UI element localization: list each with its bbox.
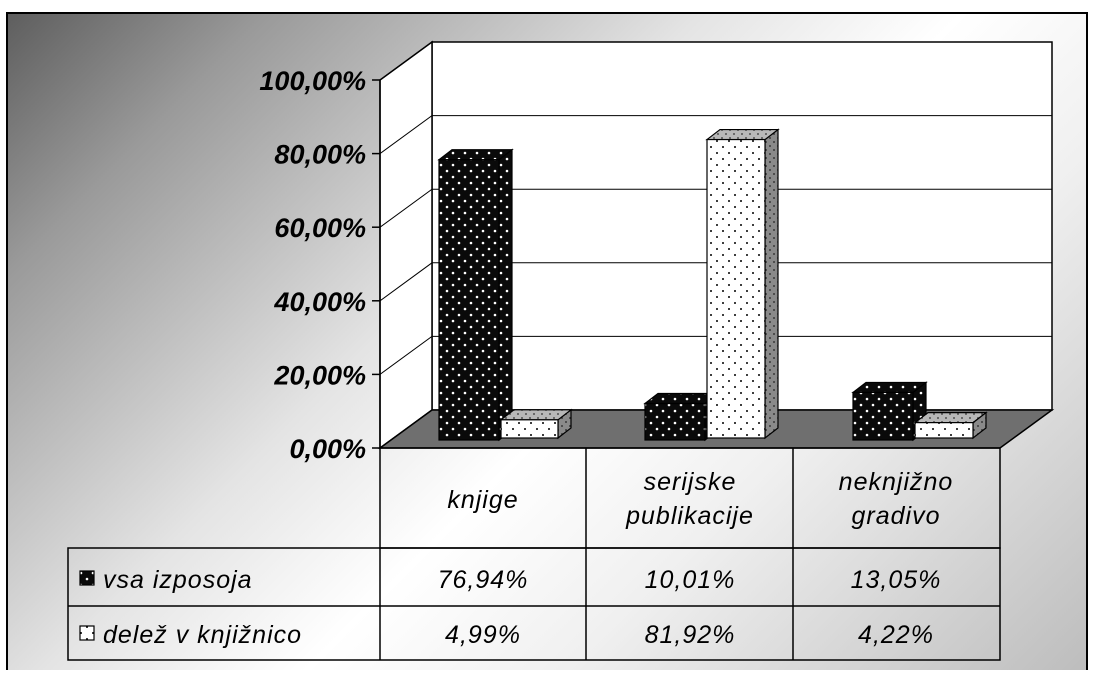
bar-front bbox=[500, 419, 559, 439]
data-label: 76,94% bbox=[438, 566, 529, 594]
data-table: knjige serijske publikacije neknjižno gradiv… bbox=[67, 447, 1001, 661]
category-label: gradivo bbox=[852, 502, 941, 530]
bar-front bbox=[438, 159, 500, 441]
category-label: publikacije bbox=[625, 502, 754, 530]
bar-light-2 bbox=[913, 411, 988, 440]
series-name: vsa izposoja bbox=[103, 566, 253, 594]
y-tick-label: 0,00% bbox=[289, 434, 366, 464]
category-label: neknjižno bbox=[839, 468, 954, 496]
table-body-box bbox=[67, 547, 1001, 661]
legend-key-dark bbox=[79, 570, 95, 586]
bar-side bbox=[498, 148, 513, 442]
data-label: 13,05% bbox=[851, 566, 942, 594]
bar-front bbox=[852, 391, 914, 441]
bar-front bbox=[914, 422, 974, 439]
gridline bbox=[379, 115, 1052, 155]
y-tick-label: 80,00% bbox=[274, 140, 366, 170]
bar-light-1 bbox=[705, 128, 780, 440]
bar-front bbox=[644, 402, 706, 441]
data-label: 4,99% bbox=[445, 621, 521, 649]
bar-dark-0 bbox=[437, 148, 514, 442]
y-tick-label: 60,00% bbox=[274, 213, 366, 243]
bar-top bbox=[437, 149, 514, 161]
gridline bbox=[379, 41, 1052, 81]
gridline bbox=[379, 335, 1052, 375]
bar-top bbox=[851, 381, 928, 394]
y-tick-label: 20,00% bbox=[273, 360, 366, 390]
bar-top bbox=[913, 412, 988, 424]
data-label: 10,01% bbox=[645, 566, 736, 594]
y-tick-label: 40,00% bbox=[273, 287, 366, 317]
category-label: knjige bbox=[447, 486, 518, 514]
bar-light-0 bbox=[499, 408, 573, 440]
category-label: serijske bbox=[644, 468, 737, 496]
bar-front bbox=[706, 138, 766, 439]
series-name: delež v knjižnico bbox=[103, 621, 302, 649]
y-axis: 0,00% 20,00% 40,00% 60,00% 80,00% 100,00% bbox=[259, 66, 381, 464]
bar-side bbox=[764, 128, 779, 440]
data-label: 81,92% bbox=[645, 621, 736, 649]
bars bbox=[437, 128, 988, 442]
side-wall bbox=[379, 40, 433, 450]
bar-top bbox=[499, 409, 573, 421]
gridline bbox=[379, 262, 1052, 302]
gridline bbox=[379, 188, 1052, 228]
data-label: 4,22% bbox=[858, 621, 934, 649]
legend-key-light bbox=[79, 625, 95, 641]
bar-top bbox=[705, 128, 780, 141]
y-tick-label: 100,00% bbox=[259, 66, 366, 96]
gridlines bbox=[379, 41, 1052, 375]
